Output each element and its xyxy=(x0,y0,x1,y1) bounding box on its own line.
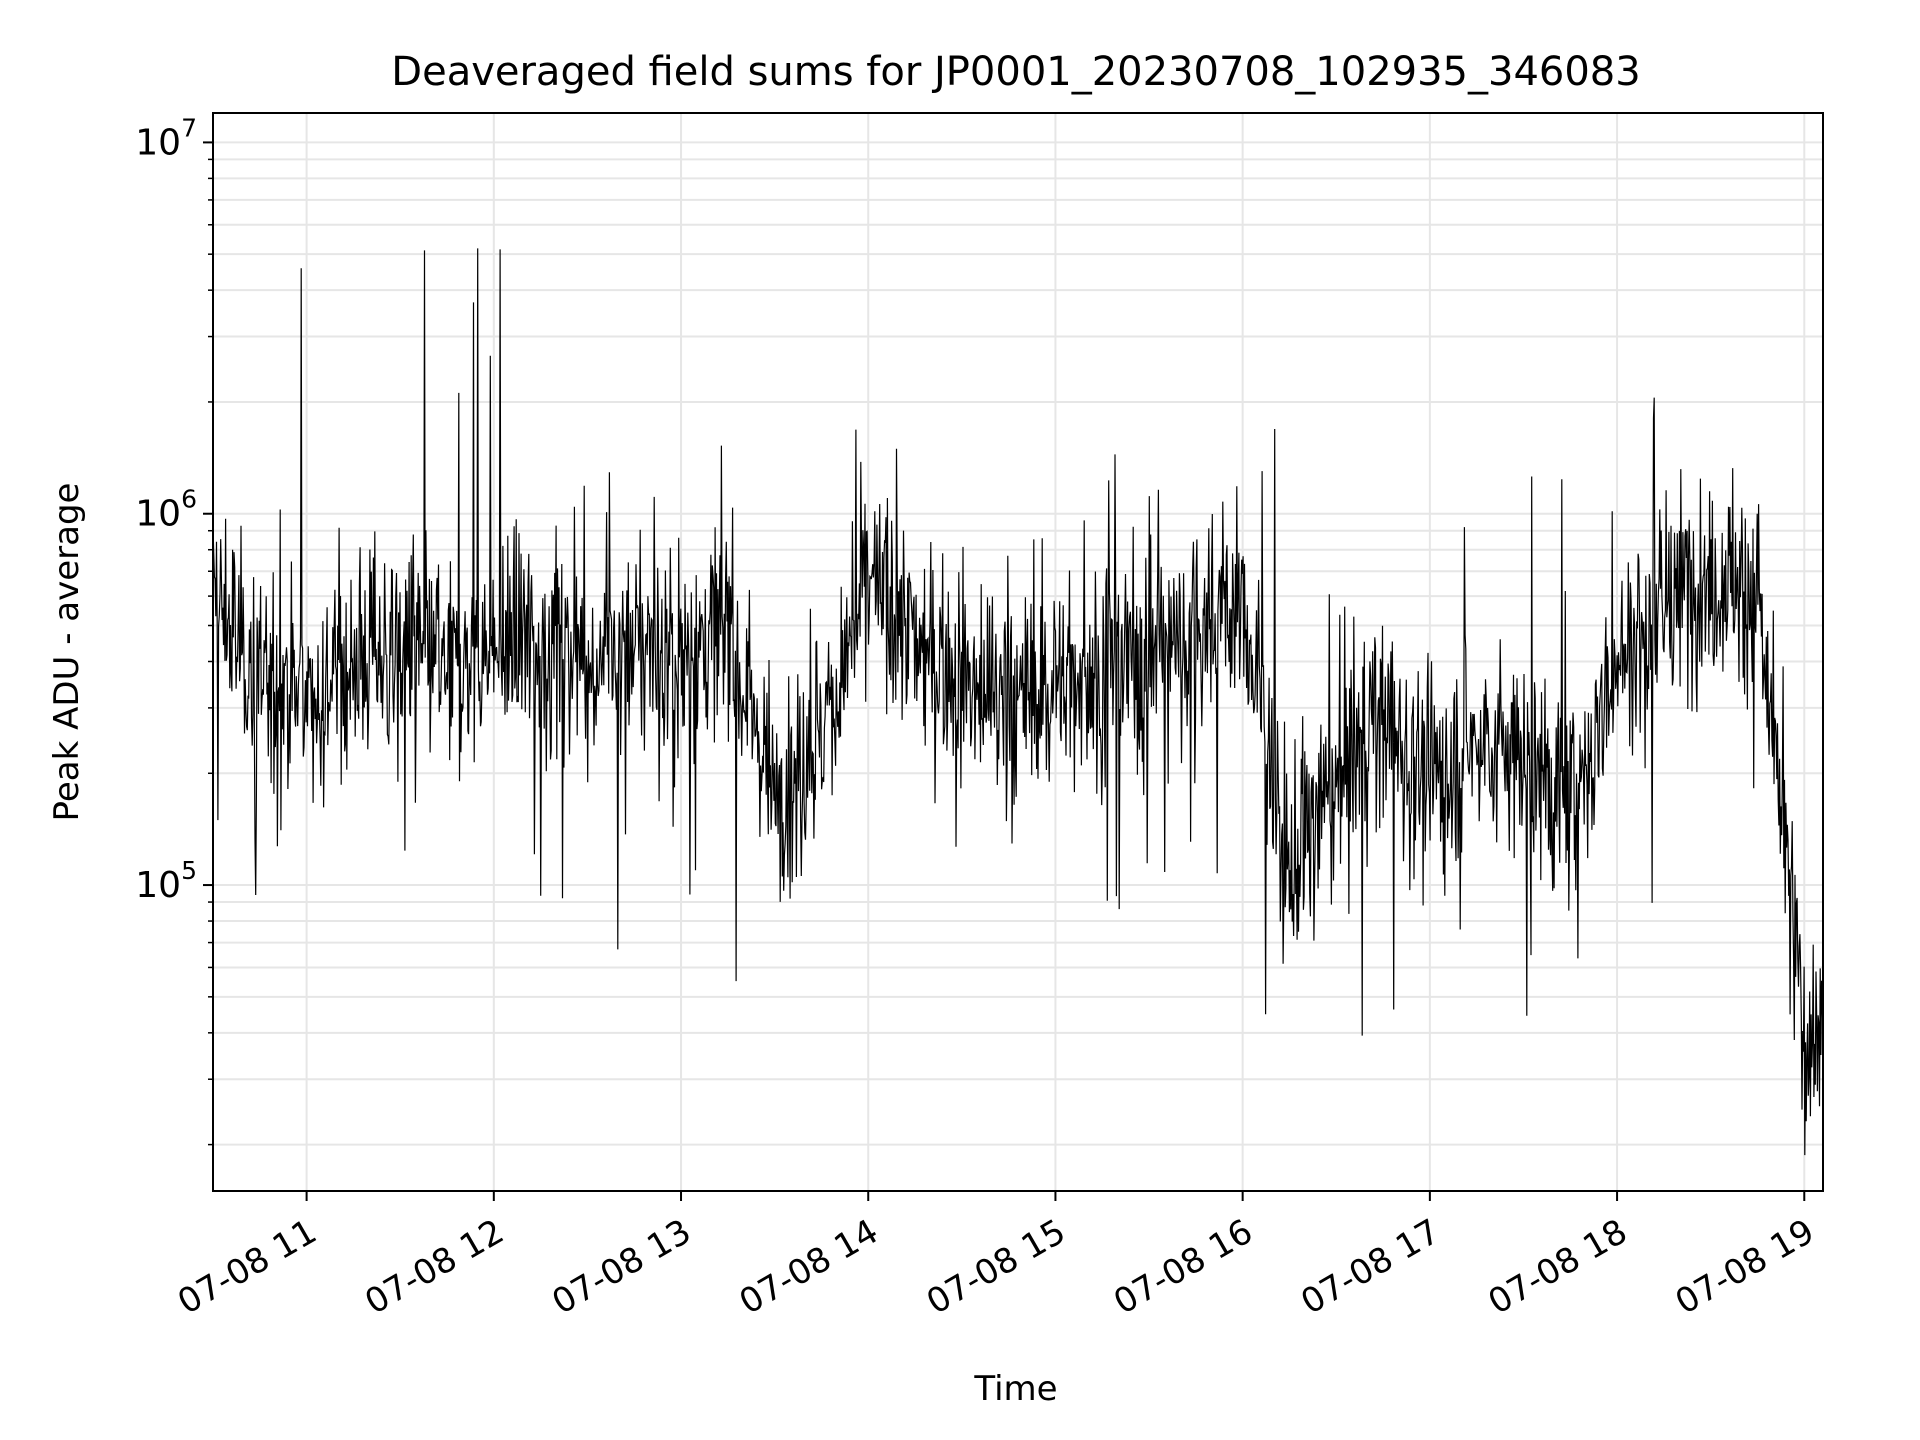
plot-area-frame xyxy=(212,112,1824,1192)
chart-title: Deaveraged field sums for JP0001_2023070… xyxy=(391,49,1640,95)
grid xyxy=(213,113,1823,1191)
x-axis-label: Time xyxy=(973,1369,1057,1409)
y-tick-label: 105 xyxy=(135,856,197,906)
y-tick-label: 106 xyxy=(135,485,197,535)
series-line xyxy=(212,248,1824,1156)
series-line-path xyxy=(212,248,1824,1156)
y-tick-label: 107 xyxy=(135,113,197,163)
y-axis-label: Peak ADU - average xyxy=(47,483,87,822)
